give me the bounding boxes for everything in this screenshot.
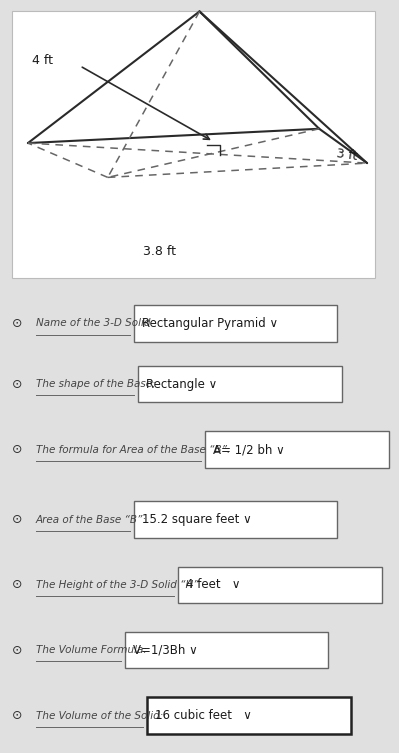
FancyBboxPatch shape — [178, 567, 382, 603]
Text: Area of the Base “B”:: Area of the Base “B”: — [36, 514, 147, 525]
FancyBboxPatch shape — [147, 697, 351, 734]
Text: 3 ft: 3 ft — [335, 147, 358, 163]
FancyBboxPatch shape — [125, 632, 328, 669]
FancyBboxPatch shape — [134, 305, 337, 342]
Text: The Volume of the Solid:: The Volume of the Solid: — [36, 711, 163, 721]
Text: The Height of the 3-D Solid “H”: The Height of the 3-D Solid “H” — [36, 580, 199, 590]
Text: ⊙: ⊙ — [12, 578, 22, 591]
Text: 4 ft: 4 ft — [32, 53, 53, 66]
FancyBboxPatch shape — [138, 366, 342, 402]
Text: ⊙: ⊙ — [12, 443, 22, 456]
FancyBboxPatch shape — [134, 501, 337, 538]
Text: V=1/3Bh ∨: V=1/3Bh ∨ — [133, 644, 198, 657]
Text: Rectangle ∨: Rectangle ∨ — [146, 378, 217, 391]
Text: The Volume Formula:: The Volume Formula: — [36, 645, 147, 655]
Text: ⊙: ⊙ — [12, 709, 22, 722]
Text: Name of the 3-D Solid: Name of the 3-D Solid — [36, 319, 150, 328]
Text: The shape of the Base:: The shape of the Base: — [36, 380, 156, 389]
Text: 4 feet   ∨: 4 feet ∨ — [186, 578, 241, 591]
Text: ⊙: ⊙ — [12, 644, 22, 657]
Text: ⊙: ⊙ — [12, 513, 22, 526]
Text: 16 cubic feet   ∨: 16 cubic feet ∨ — [155, 709, 252, 722]
Text: Rectangular Pyramid ∨: Rectangular Pyramid ∨ — [142, 317, 278, 330]
Text: 3.8 ft: 3.8 ft — [143, 245, 176, 258]
Text: The formula for Area of the Base “B”:: The formula for Area of the Base “B”: — [36, 444, 230, 455]
Text: ⊙: ⊙ — [12, 317, 22, 330]
Text: A= 1/2 bh ∨: A= 1/2 bh ∨ — [213, 443, 285, 456]
FancyBboxPatch shape — [205, 431, 389, 468]
Text: 15.2 square feet ∨: 15.2 square feet ∨ — [142, 513, 251, 526]
FancyBboxPatch shape — [12, 11, 375, 278]
Text: ⊙: ⊙ — [12, 378, 22, 391]
